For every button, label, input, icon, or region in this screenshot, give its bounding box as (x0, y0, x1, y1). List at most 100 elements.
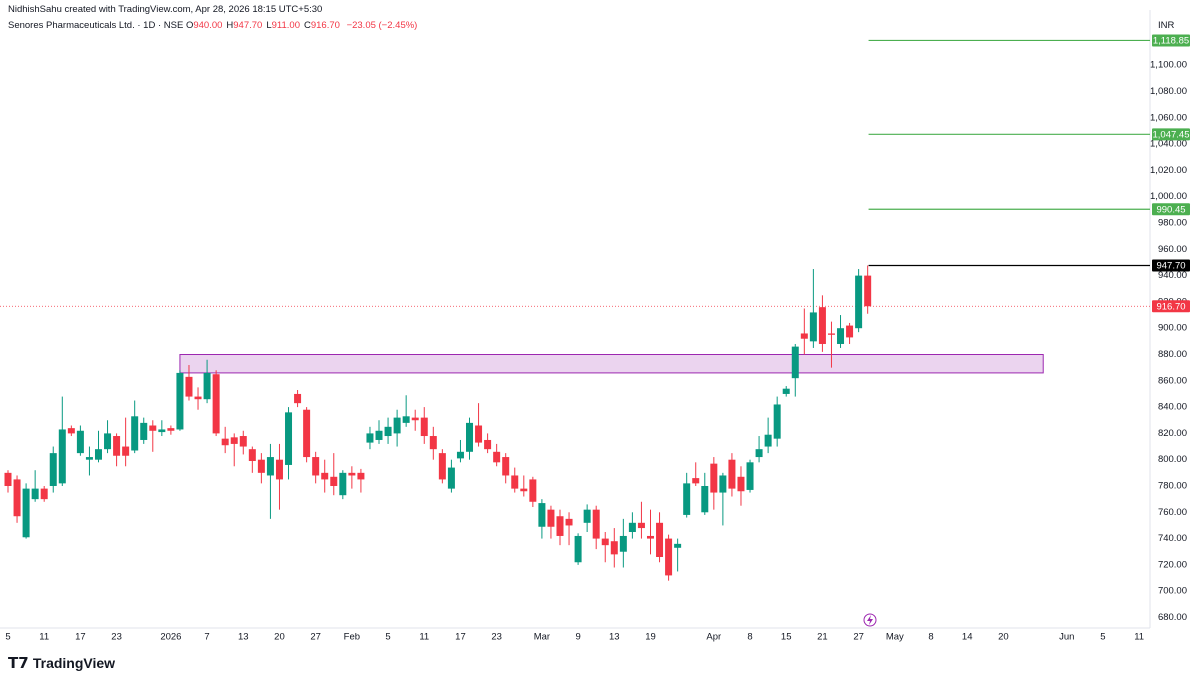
y-tick-label: 780.00 (1158, 481, 1187, 492)
candle-body (357, 472, 365, 480)
ohlc: O940.00 H947.70 L911.00 C916.70 (186, 20, 344, 31)
symbol: Senores Pharmaceuticals Ltd. · 1D · NSE (8, 20, 184, 31)
symbol-legend: Senores Pharmaceuticals Ltd. · 1D · NSE … (8, 20, 417, 31)
event-icon[interactable] (863, 613, 877, 627)
y-tick-label: 900.00 (1158, 323, 1187, 334)
candle-body (628, 522, 636, 533)
ohlc-value: 916.70 (310, 20, 340, 31)
candle-body (855, 275, 863, 329)
candle-body (846, 325, 854, 338)
candle-body (818, 307, 826, 344)
ohlc-value: 947.70 (233, 20, 263, 31)
candle-body (683, 483, 691, 515)
candle-body (67, 428, 75, 434)
candle-body (592, 509, 600, 539)
x-tick-label: 11 (39, 632, 49, 643)
ohlc-key: C (303, 20, 311, 31)
candle-body (701, 485, 709, 513)
candle-body (285, 412, 293, 465)
candle-body (185, 376, 193, 397)
candle-body (31, 488, 39, 500)
candle-body (538, 503, 546, 527)
currency: INR (1158, 20, 1175, 31)
candle-body (484, 439, 492, 450)
x-tick-label: 13 (238, 632, 249, 643)
y-tick-label: 1,100.00 (1150, 60, 1187, 71)
candle-body (76, 430, 84, 454)
candle-body (303, 409, 311, 458)
x-tick-label: 11 (419, 632, 429, 643)
x-tick-label: 8 (928, 632, 933, 643)
x-tick-label: 27 (310, 632, 321, 643)
candle-body (131, 416, 139, 451)
candle-body (565, 518, 573, 526)
candle-body (864, 275, 872, 307)
y-tick-label: 720.00 (1158, 559, 1187, 570)
candle-body (13, 479, 21, 517)
candle-body (321, 472, 329, 480)
x-tick-label: May (886, 632, 904, 643)
candle-body (257, 459, 265, 473)
x-tick-label: 7 (204, 632, 209, 643)
candle-body (429, 436, 437, 450)
y-tick-label: 1,060.00 (1150, 112, 1187, 123)
candle-body (393, 417, 401, 434)
candle-body (493, 451, 501, 463)
candle-body (402, 416, 410, 423)
candle-body (366, 433, 374, 443)
x-tick-label: 8 (747, 632, 752, 643)
candle-body (665, 538, 673, 576)
price-tag (1152, 34, 1190, 47)
candle-body (583, 509, 591, 523)
y-tick-label: 700.00 (1158, 586, 1187, 597)
candle-body (384, 426, 392, 437)
candle-body (104, 433, 112, 450)
candle-body (656, 522, 664, 557)
x-tick-label: 17 (455, 632, 466, 643)
candle-body (466, 422, 474, 452)
price-tag-label: 916.70 (1156, 301, 1185, 312)
y-tick-label: 880.00 (1158, 349, 1187, 360)
candle-body (773, 404, 781, 439)
candle-body (755, 449, 763, 458)
candle-body (420, 417, 428, 437)
candle-body (176, 372, 184, 430)
price-tag (1152, 300, 1190, 313)
y-tick-label: 1,080.00 (1150, 86, 1187, 97)
x-tick-label: 5 (1100, 632, 1105, 643)
candle-body (49, 453, 57, 486)
candle-body (294, 393, 302, 404)
candle-body (266, 457, 274, 476)
candle-body (239, 436, 247, 447)
candle-body (646, 535, 654, 539)
logo: 𝗧𝟳 (8, 655, 33, 672)
x-tick-label: 14 (962, 632, 973, 643)
candle-body (330, 476, 338, 486)
candle-body (791, 346, 799, 379)
price-tag (1152, 203, 1190, 216)
x-tick-label: Mar (534, 632, 550, 643)
candle-body (411, 417, 419, 421)
candle-body (737, 476, 745, 492)
candle-body (837, 328, 845, 344)
candle-body (167, 428, 175, 431)
candle-body (4, 472, 12, 486)
price-tag (1152, 259, 1190, 272)
candle-body (438, 453, 446, 480)
y-tick-label: 820.00 (1158, 428, 1187, 439)
candle-body (312, 457, 320, 476)
ohlc-key: L (266, 20, 272, 31)
candle-body (475, 425, 483, 443)
candle-body (782, 388, 790, 394)
x-tick-label: 9 (575, 632, 580, 643)
price-tag-label: 1,047.45 (1153, 129, 1190, 140)
candle-body (230, 437, 238, 444)
ohlc-key: O (185, 20, 194, 31)
candle-body (547, 509, 555, 527)
x-tick-label: 20 (998, 632, 1009, 643)
brand: 𝗧𝟳 TradingView (8, 654, 115, 672)
candle-body (574, 535, 582, 563)
price-tag (1152, 128, 1190, 141)
ohlc-key: H (226, 20, 234, 31)
